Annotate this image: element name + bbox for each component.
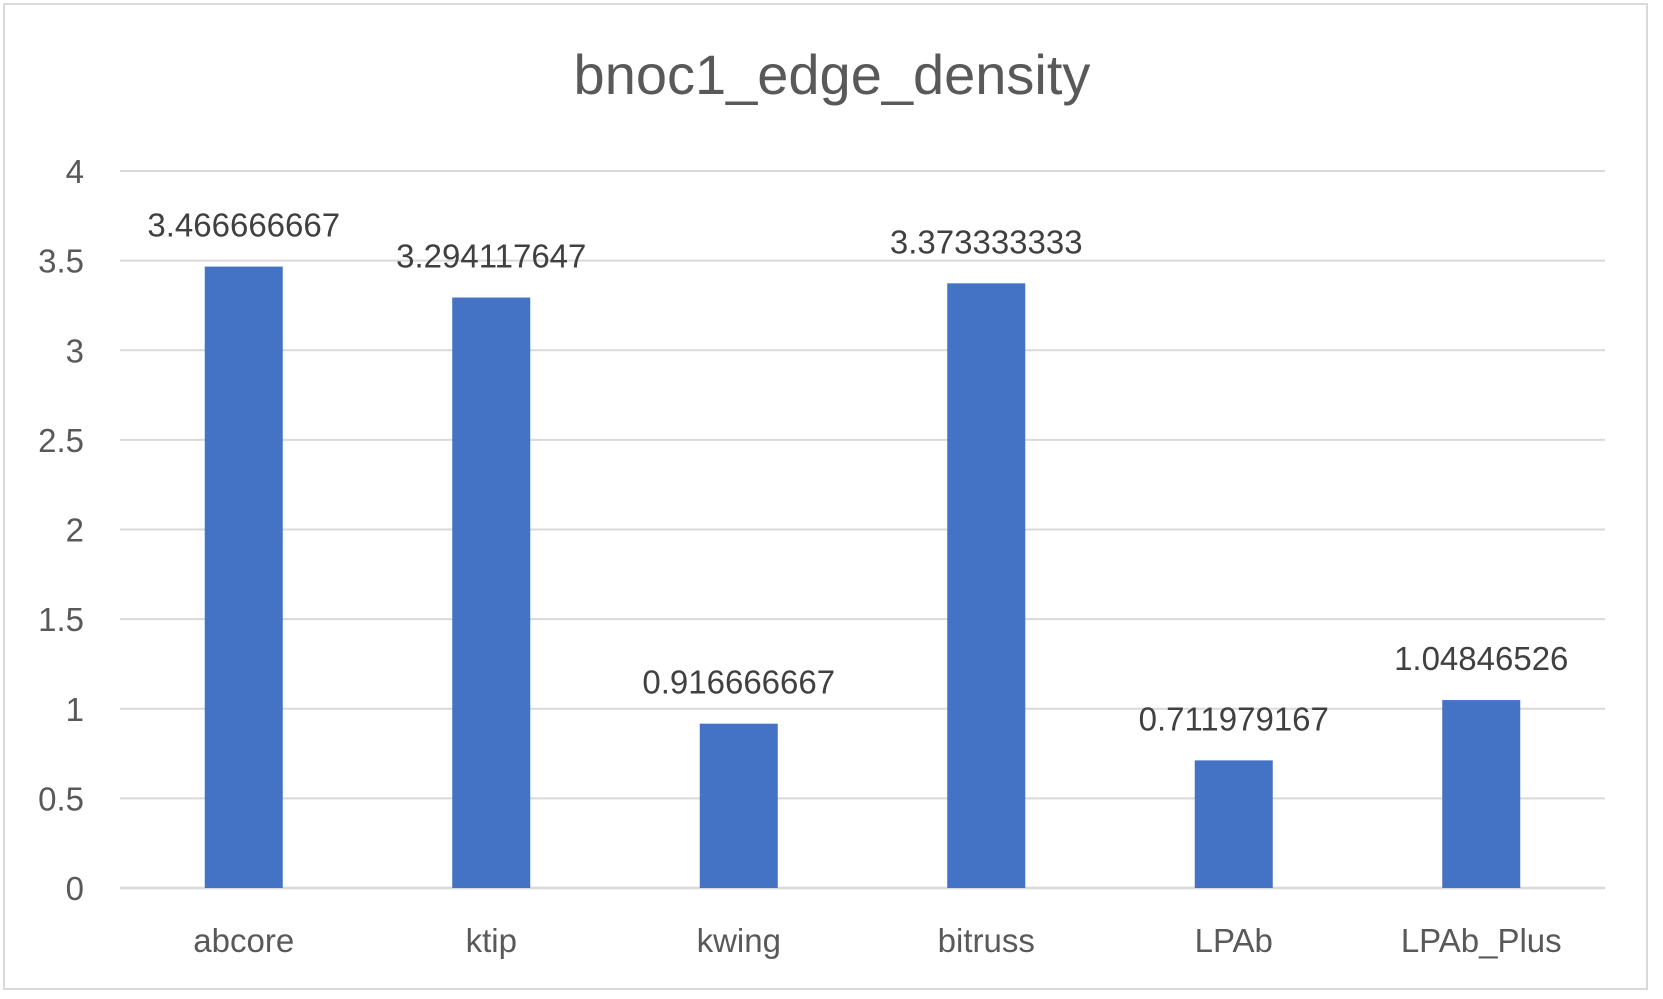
data-label-kwing: 0.916666667	[642, 664, 835, 701]
data-labels: 3.466666667 3.294117647 0.916666667 3.37333…	[147, 207, 1568, 738]
y-tick-label: 4	[66, 153, 84, 190]
data-label-bitruss: 3.373333333	[890, 223, 1083, 260]
y-tick-label: 2.5	[38, 422, 84, 459]
x-category-label-ktip: ktip	[466, 922, 517, 959]
x-category-label-abcore: abcore	[193, 922, 294, 959]
y-tick-label: 1	[66, 691, 84, 728]
x-axis-categories: abcore ktip kwing bitruss LPAb LPAb_Plus	[193, 922, 1561, 959]
y-axis-ticks: 0 0.5 1 1.5 2 2.5 3 3.5 4	[38, 153, 84, 907]
gridlines	[120, 170, 1605, 890]
bar-LPAb	[1194, 760, 1273, 888]
x-category-label-LPAb_Plus: LPAb_Plus	[1401, 922, 1562, 959]
data-label-abcore: 3.466666667	[147, 207, 340, 244]
bar-abcore	[204, 266, 283, 889]
bar-kwing	[699, 723, 778, 888]
bars	[204, 266, 1521, 889]
x-category-label-kwing: kwing	[697, 922, 781, 959]
x-category-label-bitruss: bitruss	[938, 922, 1035, 959]
bar-ktip	[452, 297, 531, 888]
bar-bitruss	[947, 283, 1026, 889]
y-tick-label: 3.5	[38, 243, 84, 280]
y-tick-label: 3	[66, 332, 84, 369]
data-label-LPAb_Plus: 1.04846526	[1394, 640, 1568, 677]
x-category-label-LPAb: LPAb	[1195, 922, 1273, 959]
y-tick-label: 0.5	[38, 780, 84, 817]
chart-title: bnoc1_edge_density	[574, 43, 1091, 106]
y-tick-label: 2	[66, 512, 84, 549]
y-tick-label: 0	[66, 870, 84, 907]
bar-LPAb_Plus	[1442, 700, 1521, 888]
y-tick-label: 1.5	[38, 601, 84, 638]
data-label-ktip: 3.294117647	[396, 238, 586, 275]
data-label-LPAb: 0.711979167	[1139, 700, 1329, 737]
